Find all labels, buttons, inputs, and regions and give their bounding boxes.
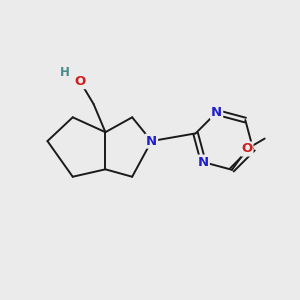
Text: O: O — [241, 142, 253, 155]
Text: N: N — [211, 106, 222, 119]
Text: H: H — [60, 66, 70, 79]
Text: O: O — [74, 75, 86, 88]
Text: N: N — [198, 156, 209, 169]
Text: N: N — [146, 135, 157, 148]
